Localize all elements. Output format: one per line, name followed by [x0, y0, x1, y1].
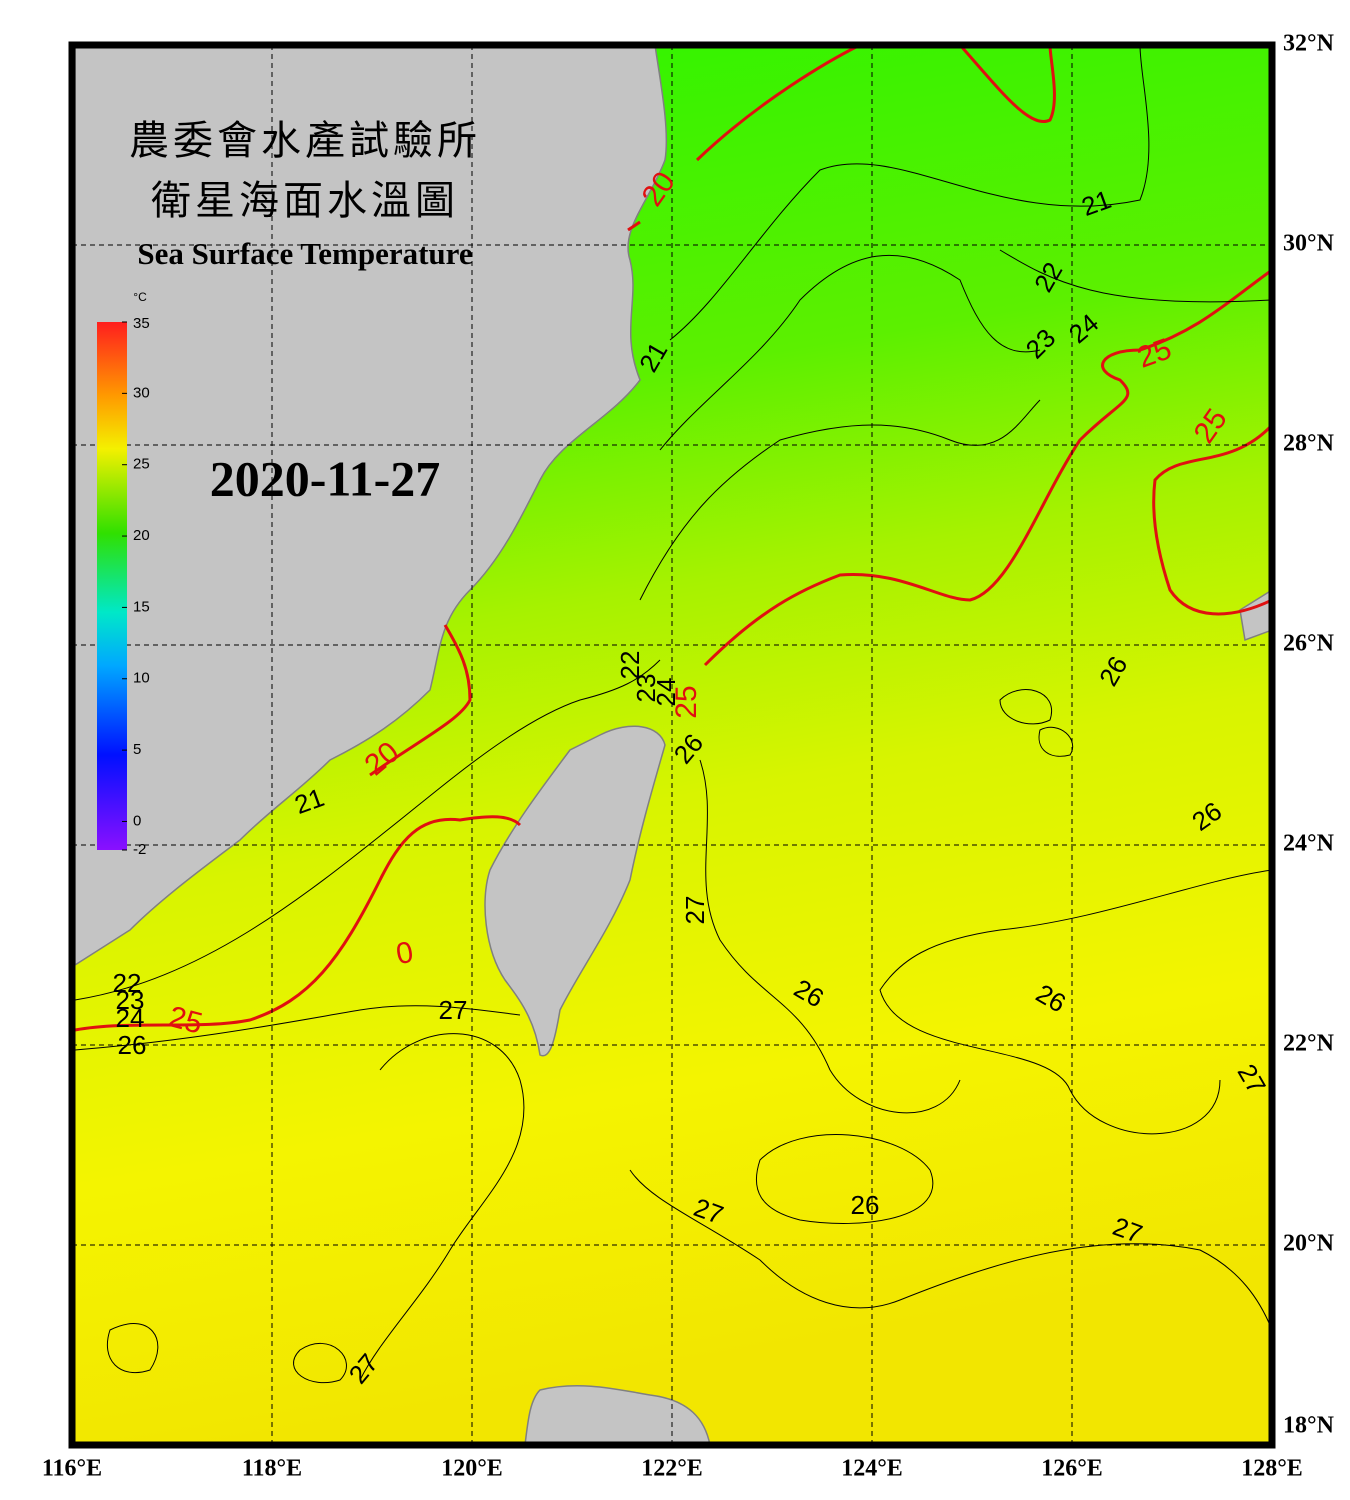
- colorbar-tick-label: 35: [133, 315, 150, 332]
- lon-label: 120°E: [441, 1456, 503, 1482]
- lat-label: 28°N: [1283, 431, 1335, 457]
- contour-label: 26: [851, 1190, 880, 1220]
- taiwan: [484, 725, 666, 1057]
- contour-label: 0: [394, 936, 416, 971]
- colorbar-tick-label: 15: [133, 598, 150, 615]
- mainland: [74, 44, 668, 967]
- lat-label: 22°N: [1283, 1031, 1335, 1057]
- title-line: 農委會水產試驗所: [129, 118, 481, 163]
- graticule: [72, 45, 1272, 1445]
- black-contours: [74, 44, 1273, 1384]
- lat-label: 18°N: [1283, 1413, 1335, 1439]
- contour-label: 23: [631, 674, 661, 703]
- lon-label: 128°E: [1241, 1456, 1303, 1482]
- colorbar: [97, 322, 127, 850]
- luzon: [524, 1385, 711, 1446]
- colorbar-tick-label: 5: [133, 741, 141, 758]
- land: [74, 44, 1273, 1446]
- map-frame: [68, 41, 1276, 1449]
- contour-label: 24: [651, 678, 681, 707]
- colorbar-tick-label: -2: [133, 841, 146, 858]
- lon-label: 118°E: [242, 1456, 302, 1482]
- contour-label: 22: [113, 968, 142, 998]
- subtitle: Sea Surface Temperature: [137, 236, 472, 271]
- date: 2020-11-27: [210, 450, 441, 506]
- contour-label: 24: [116, 1003, 145, 1033]
- contour-label: 22: [615, 651, 645, 680]
- lat-label: 30°N: [1283, 231, 1335, 257]
- lon-label: 116°E: [42, 1456, 102, 1482]
- contour-label: 25: [670, 685, 703, 718]
- contour-label: 26: [118, 1030, 147, 1060]
- lat-label: 32°N: [1283, 31, 1335, 57]
- title-line: 衛星海面水溫圖: [151, 178, 459, 223]
- contour-label: 27: [680, 896, 710, 925]
- colorbar-tick-label: 30: [133, 384, 150, 401]
- lat-label: 26°N: [1283, 631, 1335, 657]
- colorbar-tick-label: 0: [133, 812, 141, 829]
- lon-label: 122°E: [641, 1456, 703, 1482]
- colorbar-tick-label: 10: [133, 670, 150, 687]
- contour-label: 27: [439, 995, 468, 1025]
- red-contours: [74, 43, 1274, 1032]
- lat-label: 20°N: [1283, 1231, 1335, 1257]
- lat-label: 24°N: [1283, 831, 1335, 857]
- colorbar-tick-label: 25: [133, 456, 150, 473]
- lon-label: 124°E: [841, 1456, 903, 1482]
- colorbar-unit: °C: [133, 290, 147, 304]
- colorbar-tick-label: 20: [133, 527, 150, 544]
- contour-label: 23: [116, 985, 145, 1015]
- lon-label: 126°E: [1041, 1456, 1103, 1482]
- colorbar-ticks: 35 30 25 20 15 10 5 0 -2: [122, 315, 150, 858]
